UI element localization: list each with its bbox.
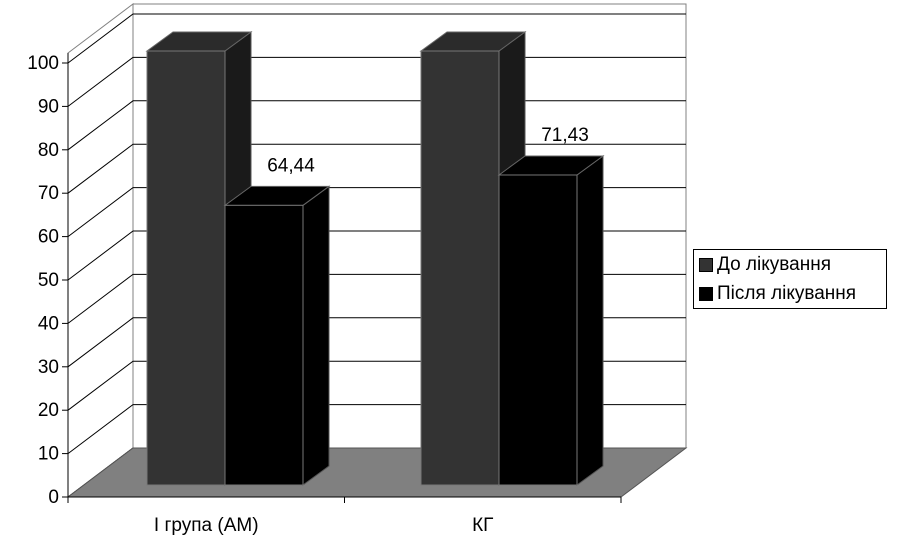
bar-after-2: [497, 155, 605, 486]
y-tick-label: 50: [38, 270, 59, 291]
data-labels: 64,44 71,43: [267, 125, 589, 176]
data-label: 71,43: [541, 125, 589, 146]
data-label: 64,44: [267, 155, 315, 176]
legend-label-after: Після лікування: [717, 282, 857, 304]
y-tick-label: 70: [38, 183, 59, 204]
y-tick-label: 60: [38, 227, 59, 248]
y-tick-label: 40: [38, 313, 59, 334]
y-tick-label: 100: [27, 53, 59, 74]
bars: [145, 31, 605, 486]
bar-front: [146, 50, 226, 486]
y-tick-label: 80: [38, 140, 59, 161]
gridline: [67, 13, 686, 64]
bar-side: [302, 185, 330, 486]
bar-side: [576, 155, 604, 486]
y-tick-label: 90: [38, 96, 59, 117]
legend-swatch-before: [699, 257, 713, 272]
y-tick-label: 30: [38, 357, 59, 378]
y-tick-label: 20: [38, 400, 59, 421]
legend-item-before: До лікування: [694, 250, 886, 279]
bar-after-1: [223, 185, 331, 486]
bar-front: [420, 50, 500, 486]
y-tick-label: 10: [38, 444, 59, 465]
side-wall: [67, 2, 134, 499]
legend: До лікування Після лікування: [693, 249, 887, 309]
legend-swatch-after: [699, 286, 713, 301]
bar-front: [498, 174, 578, 486]
y-tick-label: 0: [48, 487, 59, 508]
bar-front: [224, 204, 304, 486]
x-tick-label: І група (АМ): [154, 515, 259, 536]
axes: 0 10 20 30 40 50 60 70 80 90 100 І група (АМ) КГ: [27, 53, 622, 536]
legend-label-before: До лікування: [717, 253, 831, 275]
x-tick-label: КГ: [472, 515, 493, 536]
legend-item-after: Після лікування: [694, 279, 886, 308]
